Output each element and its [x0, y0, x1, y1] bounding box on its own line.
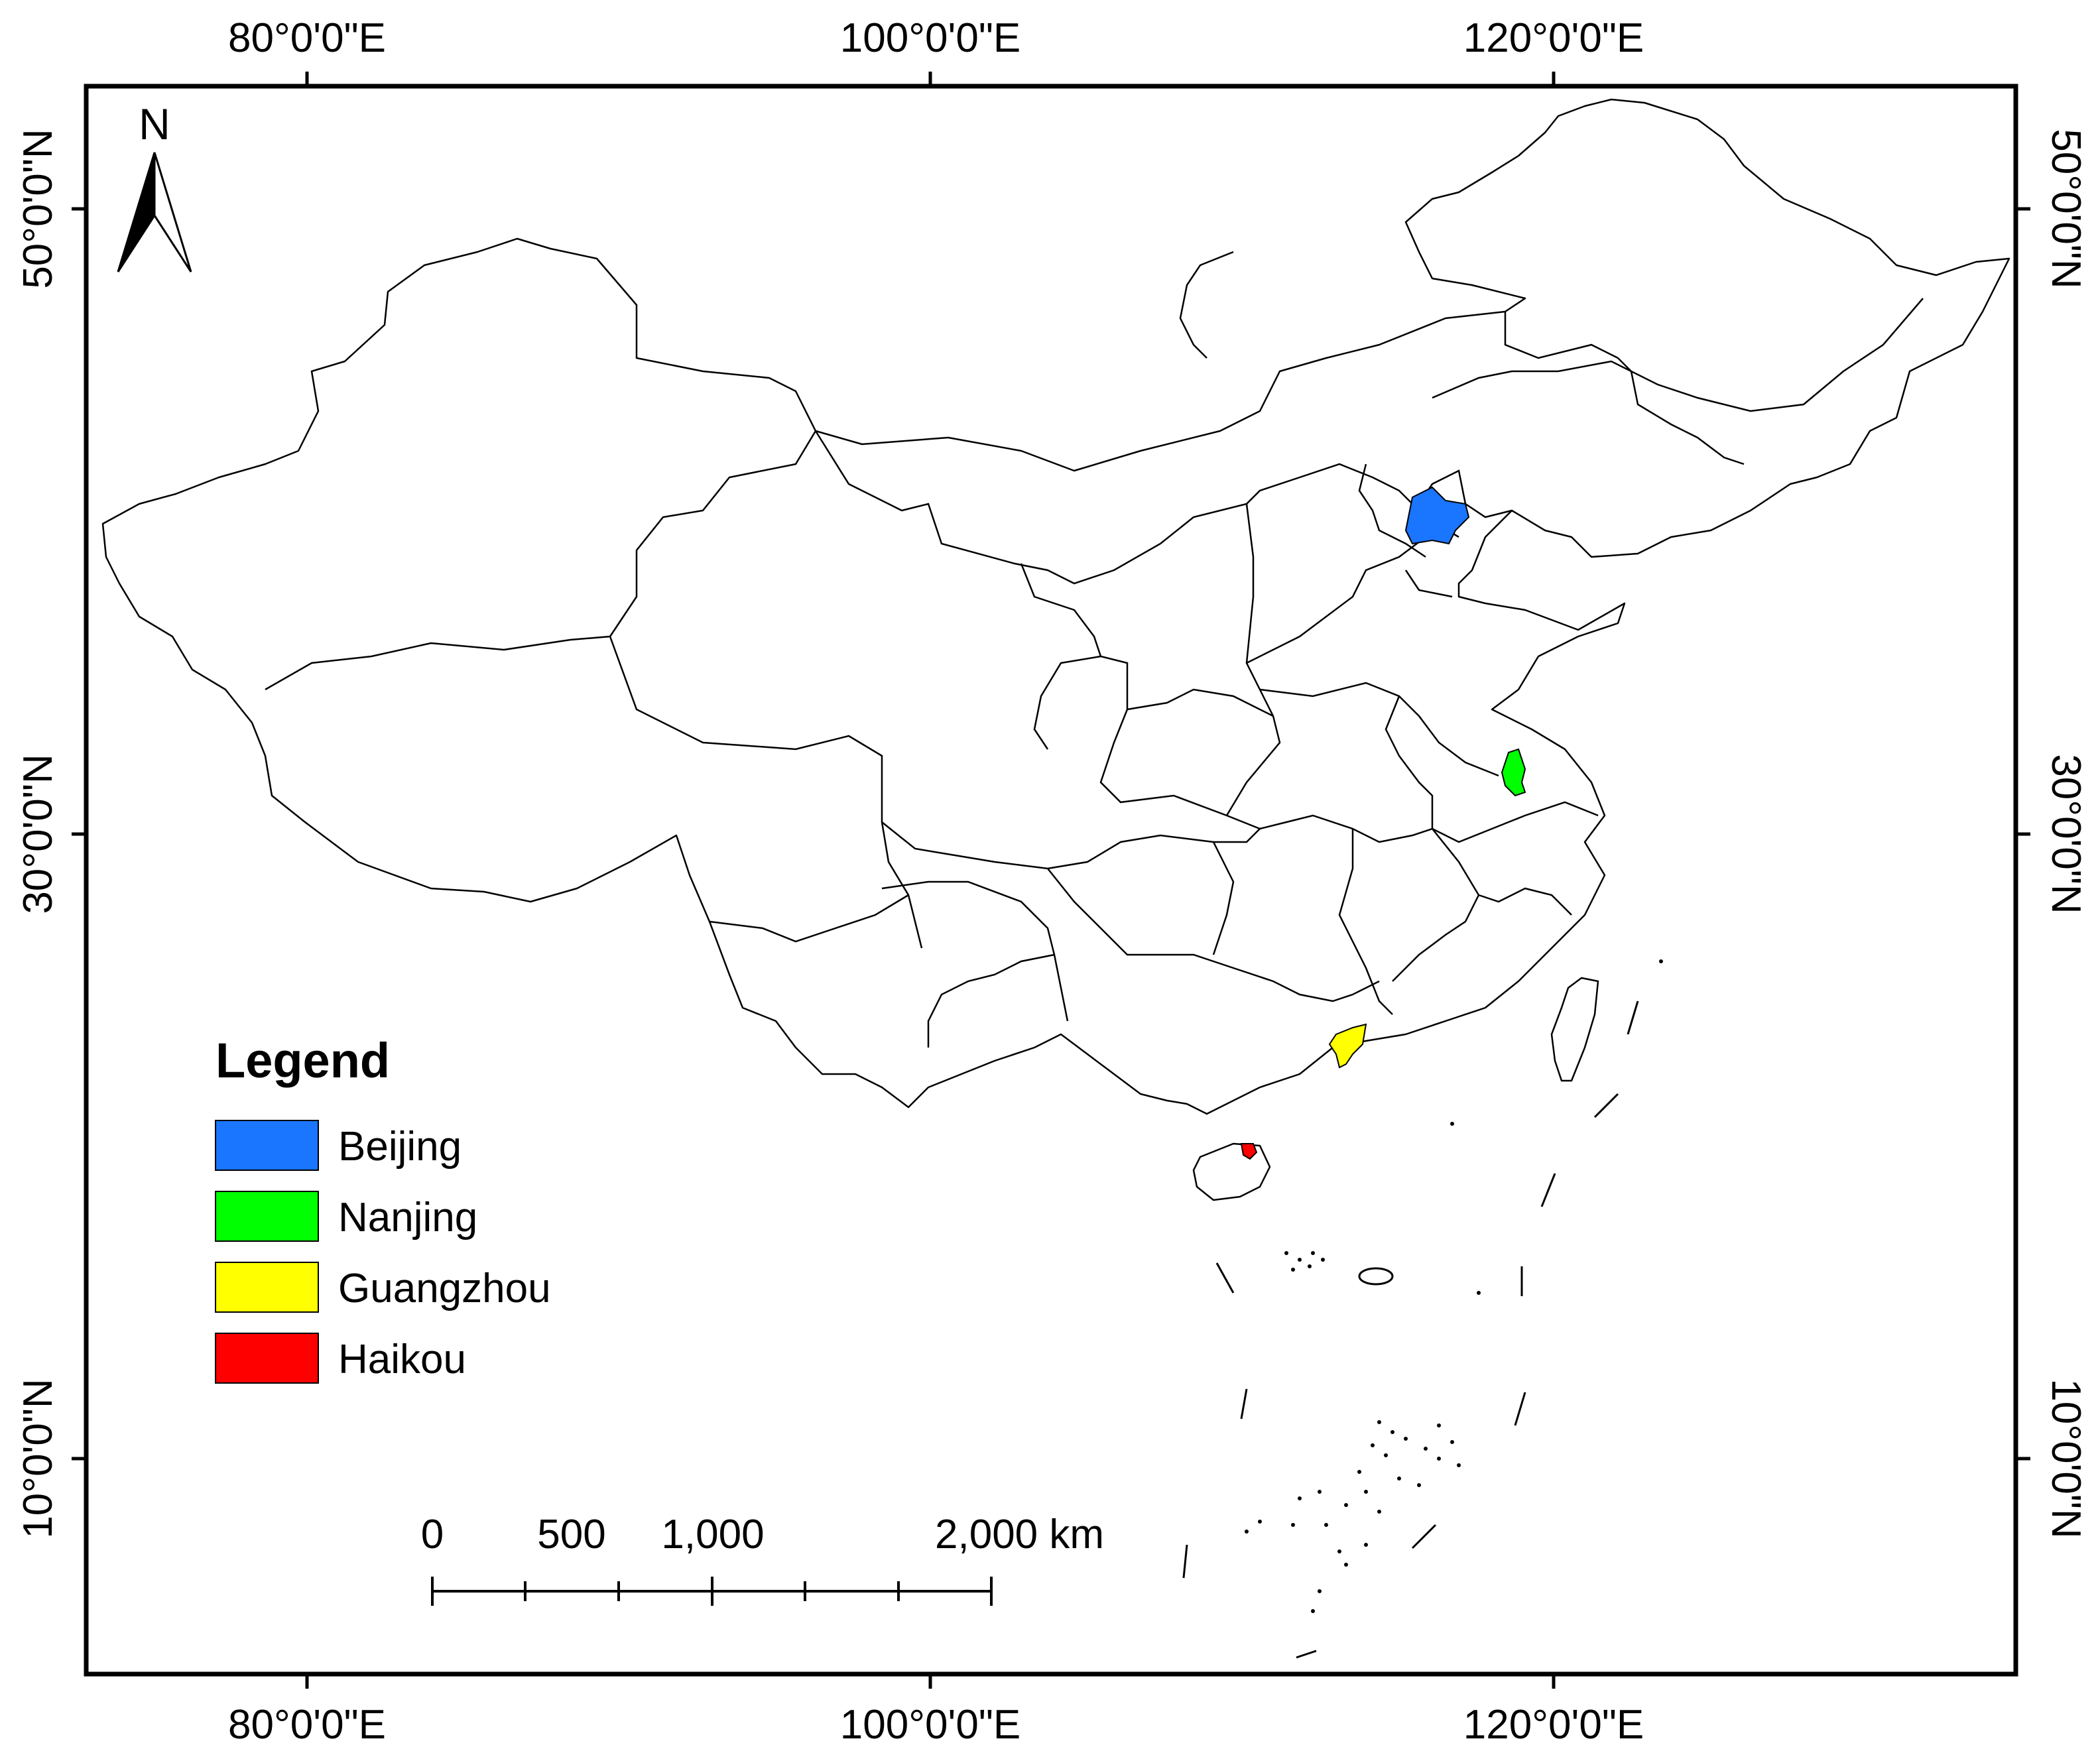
bottom-label-80e: 80°0'0"E [228, 1702, 386, 1748]
graticule-ticks [72, 72, 2030, 1689]
legend: Legend Beijing Nanjing Guangzhou Haikou [215, 1033, 551, 1384]
left-label-30n: 30°0'0"N [15, 754, 61, 914]
province-borders [265, 251, 1924, 1048]
legend-swatch-haikou [215, 1333, 319, 1384]
scale-label-0: 0 [421, 1512, 444, 1557]
beijing-area [1404, 486, 1470, 545]
south-china-sea-islands [1182, 959, 1663, 1659]
legend-label-nanjing: Nanjing [338, 1195, 477, 1240]
scale-label-500: 500 [537, 1512, 605, 1557]
bottom-label-120e: 120°0'0"E [1463, 1702, 1644, 1748]
legend-swatch-beijing [215, 1120, 319, 1171]
legend-swatch-nanjing [215, 1191, 319, 1242]
north-arrow-icon [117, 152, 156, 272]
map-frame [84, 84, 2018, 1677]
north-arrow-label: N [139, 99, 170, 149]
taiwan-island [1550, 977, 1599, 1082]
top-label-120e: 120°0'0"E [1463, 15, 1644, 61]
hainan-island [1192, 1142, 1271, 1201]
legend-title: Legend [216, 1033, 390, 1088]
scale-label-2000km: 2,000 km [935, 1512, 1104, 1557]
north-arrow: N [117, 99, 192, 272]
legend-label-haikou: Haikou [338, 1337, 466, 1382]
right-label-10n: 10°0'0"N [2043, 1378, 2089, 1538]
left-label-10n: 10°0'0"N [15, 1378, 61, 1538]
legend-label-beijing: Beijing [338, 1124, 462, 1170]
scale-bar: 0 500 1,000 2,000 km [421, 1512, 1104, 1606]
nanjing-area [1501, 748, 1526, 797]
right-label-30n: 30°0'0"N [2043, 754, 2089, 914]
guangzhou-area [1328, 1023, 1367, 1069]
scale-label-1000: 1,000 [661, 1512, 764, 1557]
bottom-label-100e: 100°0'0"E [840, 1702, 1020, 1748]
top-label-100e: 100°0'0"E [840, 15, 1020, 61]
left-label-50n: 50°0'0"N [15, 129, 61, 288]
legend-swatch-guangzhou [215, 1262, 319, 1313]
right-label-50n: 50°0'0"N [2043, 129, 2089, 288]
china-outline [101, 98, 2010, 1115]
legend-label-guangzhou: Guangzhou [338, 1266, 551, 1311]
haikou-area [1240, 1143, 1258, 1160]
top-label-80e: 80°0'0"E [228, 15, 386, 61]
